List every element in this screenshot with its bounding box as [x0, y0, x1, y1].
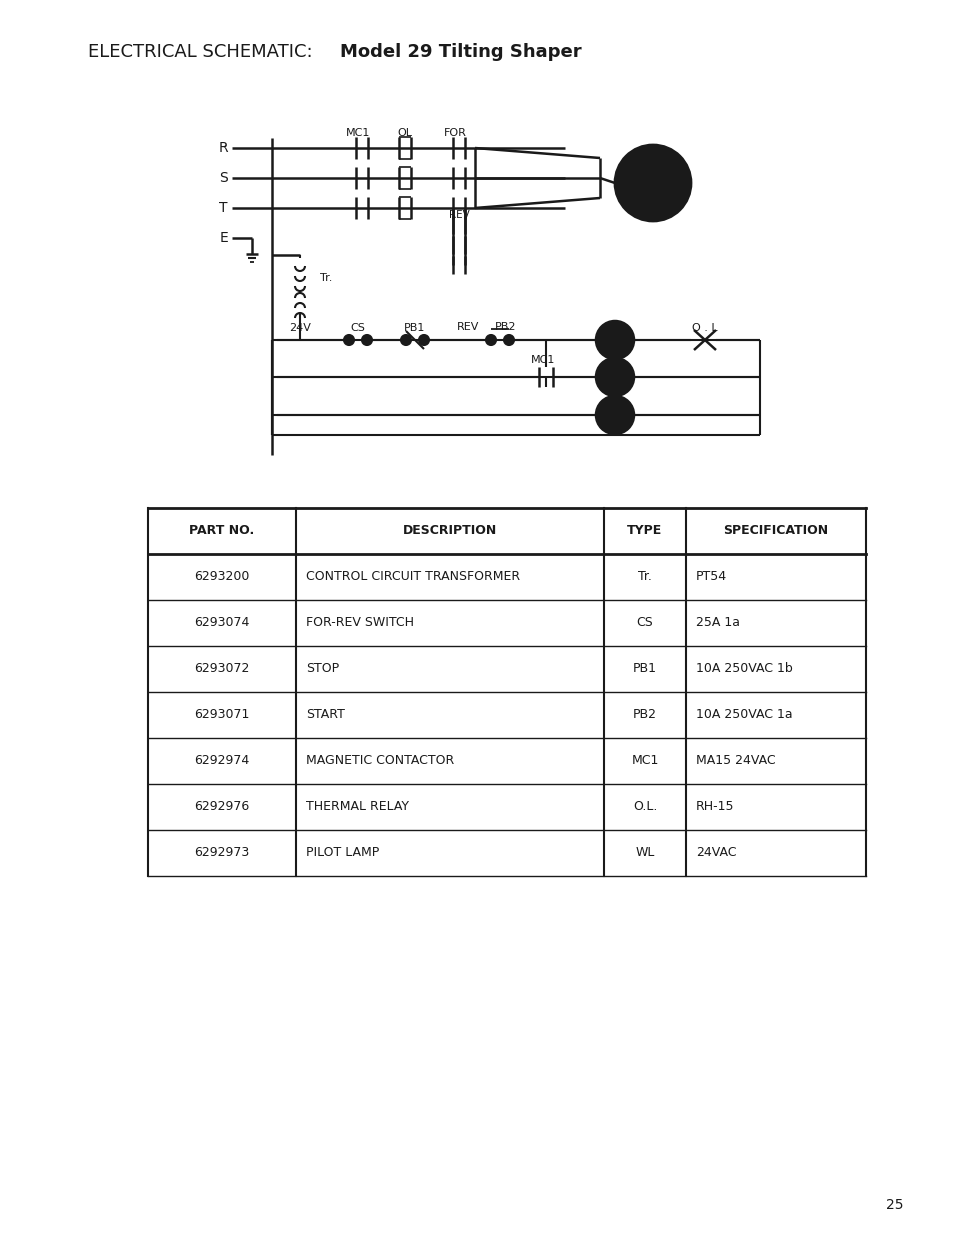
Text: Tr.: Tr. — [319, 273, 332, 283]
Text: PB1: PB1 — [404, 324, 425, 333]
Text: REV: REV — [448, 210, 469, 220]
Text: 6293072: 6293072 — [194, 662, 250, 676]
Circle shape — [361, 335, 372, 345]
Text: THERMAL RELAY: THERMAL RELAY — [306, 800, 409, 814]
Text: O . L: O . L — [692, 324, 717, 333]
Text: MC1: MC1 — [601, 335, 627, 345]
Text: MAGNETIC CONTACTOR: MAGNETIC CONTACTOR — [306, 755, 454, 767]
Text: 25A 1a: 25A 1a — [696, 616, 740, 630]
Text: REV: REV — [456, 322, 478, 332]
Text: 6293074: 6293074 — [194, 616, 250, 630]
Text: CS: CS — [350, 324, 365, 333]
Text: O.L.: O.L. — [632, 800, 657, 814]
Text: 24V: 24V — [289, 324, 311, 333]
Text: START: START — [306, 709, 345, 721]
Text: R: R — [218, 141, 228, 156]
Text: WL: WL — [603, 409, 625, 421]
Text: SPECIFICATION: SPECIFICATION — [722, 525, 828, 537]
Text: M: M — [641, 173, 663, 193]
Text: PB2: PB2 — [633, 709, 657, 721]
Text: MC1: MC1 — [530, 354, 555, 366]
Text: TYPE: TYPE — [627, 525, 662, 537]
Text: PILOT LAMP: PILOT LAMP — [306, 846, 379, 860]
Text: FOR-REV SWITCH: FOR-REV SWITCH — [306, 616, 414, 630]
Text: OL: OL — [397, 128, 412, 138]
Text: S: S — [219, 170, 228, 185]
Text: DESCRIPTION: DESCRIPTION — [402, 525, 497, 537]
Circle shape — [400, 335, 411, 345]
Text: 10A 250VAC 1b: 10A 250VAC 1b — [696, 662, 792, 676]
Text: PART NO.: PART NO. — [190, 525, 254, 537]
Text: 6292976: 6292976 — [194, 800, 250, 814]
Text: G: G — [608, 369, 620, 384]
Text: E: E — [219, 231, 228, 245]
Text: T: T — [219, 201, 228, 215]
Text: 6293071: 6293071 — [194, 709, 250, 721]
Text: CS: CS — [636, 616, 653, 630]
Text: STOP: STOP — [306, 662, 338, 676]
Text: Tr.: Tr. — [638, 571, 651, 583]
Circle shape — [485, 335, 496, 345]
Circle shape — [596, 321, 634, 359]
Circle shape — [418, 335, 429, 345]
Text: 24VAC: 24VAC — [696, 846, 736, 860]
Text: MA15 24VAC: MA15 24VAC — [696, 755, 775, 767]
Circle shape — [615, 144, 690, 221]
Circle shape — [344, 335, 354, 345]
Circle shape — [503, 335, 514, 345]
Text: FOR: FOR — [443, 128, 466, 138]
Text: 10A 250VAC 1a: 10A 250VAC 1a — [696, 709, 792, 721]
Text: MC1: MC1 — [345, 128, 370, 138]
Text: PT54: PT54 — [696, 571, 726, 583]
Text: 6292974: 6292974 — [194, 755, 250, 767]
Text: CONTROL CIRCUIT TRANSFORMER: CONTROL CIRCUIT TRANSFORMER — [306, 571, 519, 583]
Circle shape — [596, 396, 634, 433]
Text: 6292973: 6292973 — [194, 846, 250, 860]
Circle shape — [596, 358, 634, 396]
Text: Model 29 Tilting Shaper: Model 29 Tilting Shaper — [339, 43, 581, 61]
Text: WL: WL — [635, 846, 654, 860]
Text: PB2: PB2 — [495, 322, 517, 332]
Text: ELECTRICAL SCHEMATIC:: ELECTRICAL SCHEMATIC: — [88, 43, 313, 61]
Text: PB1: PB1 — [633, 662, 657, 676]
Text: 6293200: 6293200 — [194, 571, 250, 583]
Text: 25: 25 — [885, 1198, 902, 1212]
Text: MC1: MC1 — [631, 755, 658, 767]
Text: RH-15: RH-15 — [696, 800, 734, 814]
